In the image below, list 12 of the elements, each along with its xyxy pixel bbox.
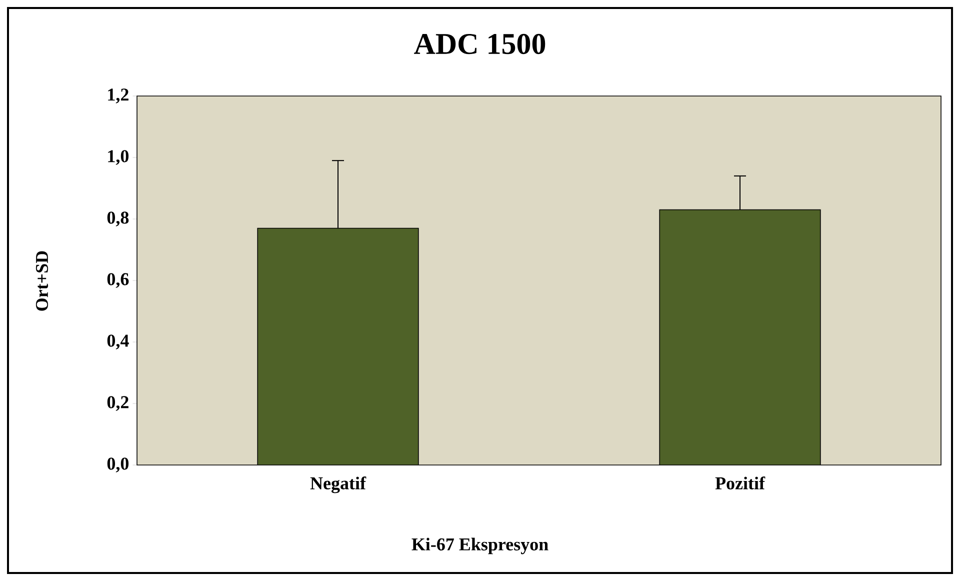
y-tick-label: 0,6 [107,273,129,288]
y-tick-label: 0,8 [107,212,129,226]
y-tick-label: 1,0 [108,150,129,165]
chart-title: ADC 1500 [414,34,546,54]
y-tick-label: 0,4 [107,334,129,350]
x-axis-title: Ki-67 Ekspresyon [412,538,548,554]
y-axis-title: Ort+SD [36,251,48,311]
y-tick-label: 0,2 [107,396,128,411]
y-tick-label: 1,2 [108,88,128,104]
x-tick-label: Pozitif [715,476,766,490]
y-tick-label: 0,0 [107,458,129,472]
x-tick-label: Negatif [310,476,366,494]
